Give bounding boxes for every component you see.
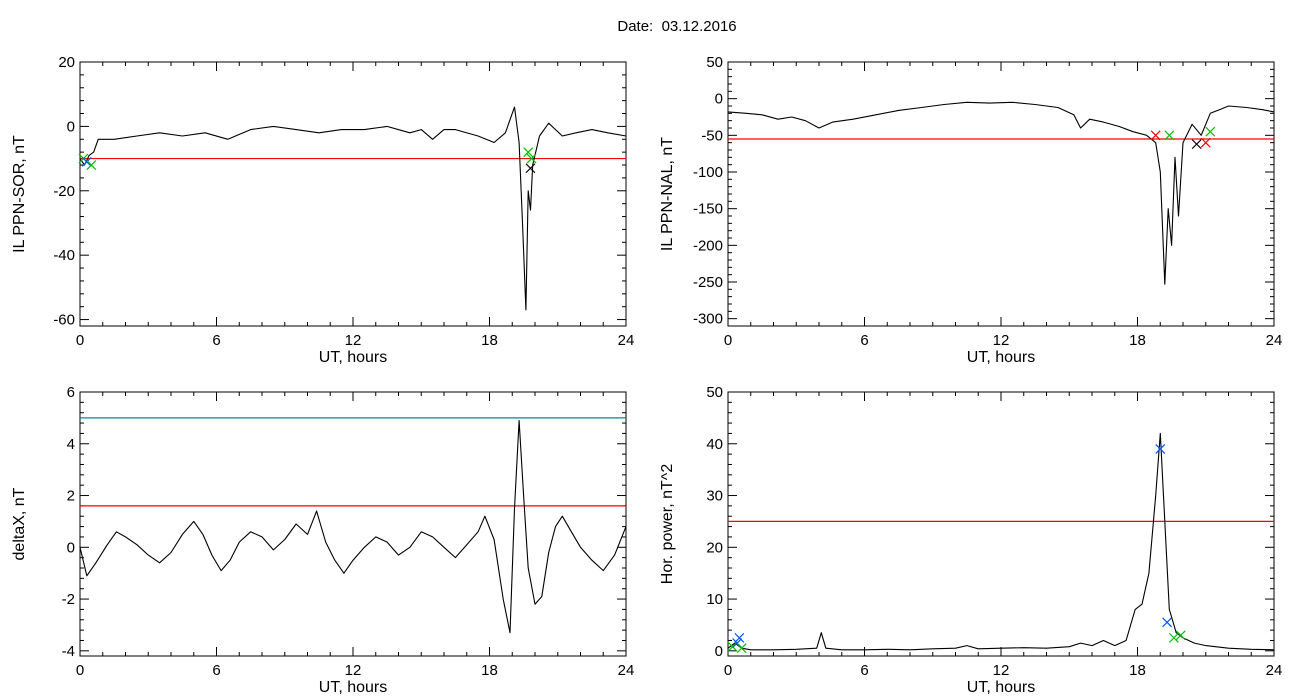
x-tick-label: 12 bbox=[345, 332, 362, 349]
y-axis-title: IL PPN-SOR, nT bbox=[11, 135, 28, 253]
y-tick-label: -200 bbox=[693, 237, 723, 254]
y-tick-label: -20 bbox=[53, 183, 75, 200]
chart-panel-1: 0 6 12 18 24 20 0 -20 -40 -60 UT, hours IL PPN-SOR,… bbox=[11, 54, 634, 366]
x-axis-title: UT, hours bbox=[967, 349, 1035, 366]
y-tick-label: 50 bbox=[706, 54, 723, 71]
plot-frame bbox=[79, 391, 627, 657]
x-axis-title: UT, hours bbox=[319, 679, 387, 696]
y-tick-label: -300 bbox=[693, 311, 723, 328]
y-tick-label: 4 bbox=[67, 436, 75, 453]
y-tick-label: 20 bbox=[706, 539, 723, 556]
y-tick-label: 0 bbox=[715, 91, 723, 108]
x-axis-title: UT, hours bbox=[967, 679, 1035, 696]
x-tick-label: 6 bbox=[860, 662, 868, 679]
x-tick-label: 6 bbox=[212, 662, 220, 679]
event-marker bbox=[734, 632, 745, 643]
event-marker bbox=[525, 163, 536, 174]
y-tick-label: -4 bbox=[62, 643, 75, 660]
y-tick-label: 30 bbox=[706, 488, 723, 505]
event-marker bbox=[523, 147, 534, 158]
plot-frame bbox=[727, 61, 1275, 327]
event-marker bbox=[1200, 137, 1211, 148]
event-marker bbox=[1168, 632, 1179, 643]
event-marker bbox=[1164, 130, 1175, 141]
date-value: 03.12.2016 bbox=[661, 18, 737, 35]
y-tick-label: 2 bbox=[67, 488, 75, 505]
x-tick-label: 24 bbox=[1266, 332, 1283, 349]
x-tick-label: 24 bbox=[618, 662, 635, 679]
x-tick-label: 0 bbox=[724, 662, 732, 679]
page-title: Date: 03.12.2016 bbox=[0, 18, 1300, 35]
y-tick-label: -50 bbox=[701, 127, 723, 144]
y-tick-label: -60 bbox=[53, 312, 75, 329]
y-tick-label: -100 bbox=[693, 164, 723, 181]
y-axis-title: deltaX, nT bbox=[11, 487, 28, 560]
y-tick-label: -150 bbox=[693, 201, 723, 218]
y-tick-label: -2 bbox=[62, 591, 75, 608]
x-axis-title: UT, hours bbox=[319, 349, 387, 366]
chart-panel-4: 0 6 12 18 24 50 40 30 20 10 0 UT, hours Hor. power, … bbox=[659, 384, 1282, 696]
y-tick-label: 10 bbox=[706, 591, 723, 608]
x-tick-label: 0 bbox=[724, 332, 732, 349]
y-axis-title: Hor. power, nT^2 bbox=[659, 464, 676, 585]
data-series-line bbox=[727, 101, 1275, 285]
plot-frame bbox=[79, 61, 627, 327]
y-tick-label: 0 bbox=[67, 539, 75, 556]
x-tick-label: 6 bbox=[860, 332, 868, 349]
data-series-line bbox=[79, 106, 627, 311]
plot-frame bbox=[727, 391, 1275, 657]
event-marker bbox=[1150, 130, 1161, 141]
x-tick-label: 18 bbox=[481, 332, 498, 349]
event-marker bbox=[1205, 126, 1216, 137]
x-tick-label: 12 bbox=[993, 662, 1010, 679]
data-series-line bbox=[727, 432, 1275, 651]
y-tick-label: 6 bbox=[67, 384, 75, 401]
event-marker bbox=[1175, 630, 1186, 641]
event-marker bbox=[736, 643, 747, 654]
y-tick-label: 0 bbox=[67, 118, 75, 135]
event-marker bbox=[1155, 444, 1166, 454]
event-marker bbox=[1191, 139, 1202, 150]
x-tick-label: 18 bbox=[481, 662, 498, 679]
x-tick-label: 18 bbox=[1129, 332, 1146, 349]
x-tick-label: 6 bbox=[212, 332, 220, 349]
event-marker bbox=[1162, 617, 1172, 628]
x-tick-label: 0 bbox=[76, 662, 84, 679]
x-tick-label: 18 bbox=[1129, 662, 1146, 679]
date-label: Date: bbox=[617, 18, 654, 35]
y-axis-title: IL PPN-NAL, nT bbox=[659, 137, 676, 251]
event-marker bbox=[86, 160, 97, 170]
chart-panel-2: 0 6 12 18 24 50 0 -50 -100 -150 -200 -250 -300 UT, ho… bbox=[659, 54, 1282, 366]
y-tick-label: -250 bbox=[693, 274, 723, 291]
x-tick-label: 12 bbox=[345, 662, 362, 679]
y-tick-label: 20 bbox=[58, 54, 75, 71]
x-tick-label: 24 bbox=[1266, 662, 1283, 679]
data-series-line bbox=[79, 419, 627, 634]
x-tick-label: 12 bbox=[993, 332, 1010, 349]
event-marker bbox=[81, 156, 92, 167]
event-marker bbox=[727, 641, 738, 652]
y-tick-label: 50 bbox=[706, 384, 723, 401]
y-tick-label: 0 bbox=[715, 643, 723, 660]
y-tick-label: -40 bbox=[53, 247, 75, 264]
y-tick-label: 40 bbox=[706, 436, 723, 453]
chart-panel-3: 0 6 12 18 24 6 4 2 0 -2 -4 UT, hours deltaX, nT bbox=[11, 384, 634, 696]
x-tick-label: 24 bbox=[618, 332, 635, 349]
event-marker bbox=[526, 153, 537, 164]
x-tick-label: 0 bbox=[76, 332, 84, 349]
